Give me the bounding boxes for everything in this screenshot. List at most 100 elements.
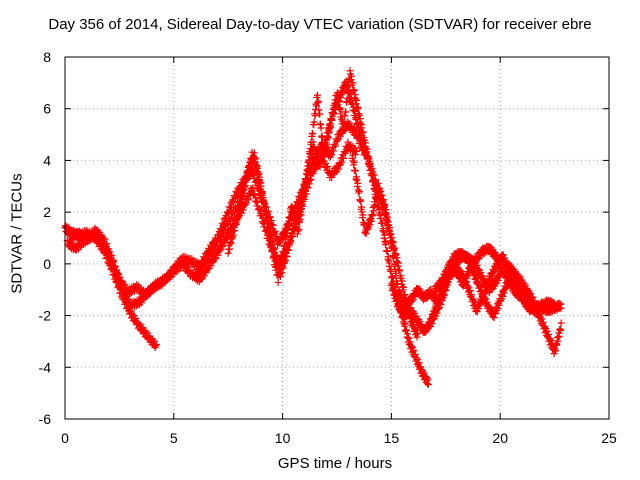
data-point	[207, 252, 215, 260]
y-tick-label: 6	[43, 101, 51, 117]
data-point	[431, 309, 439, 317]
data-point	[306, 176, 314, 184]
data-point	[254, 198, 262, 206]
data-point	[521, 281, 529, 289]
data-point	[335, 97, 343, 105]
data-point	[136, 322, 144, 330]
data-point	[249, 184, 257, 192]
data-layer	[61, 67, 565, 389]
data-point	[388, 279, 396, 287]
data-point	[394, 259, 402, 267]
data-point	[444, 266, 452, 274]
data-point	[262, 208, 270, 216]
data-point	[231, 203, 239, 211]
data-point	[340, 154, 348, 162]
data-point	[395, 286, 403, 294]
data-point	[288, 202, 296, 210]
data-point	[325, 128, 333, 136]
data-point	[253, 162, 261, 170]
data-point	[436, 295, 444, 303]
data-point	[387, 234, 395, 242]
data-point	[272, 251, 280, 259]
data-point	[326, 122, 334, 130]
data-point	[500, 289, 508, 297]
data-point	[310, 143, 318, 151]
data-point	[359, 211, 367, 219]
data-point	[358, 132, 366, 140]
data-point	[353, 147, 361, 155]
data-point	[372, 194, 380, 202]
data-point	[289, 226, 297, 234]
series-arc-6	[348, 151, 565, 317]
data-point	[213, 242, 221, 250]
data-point	[252, 194, 260, 202]
data-point	[257, 179, 265, 187]
data-point	[386, 259, 394, 267]
data-point	[357, 197, 365, 205]
data-point	[279, 264, 287, 272]
data-point	[415, 359, 423, 367]
data-point	[352, 147, 360, 155]
data-point	[362, 230, 370, 238]
data-point	[331, 166, 339, 174]
data-point	[199, 265, 207, 273]
data-point	[494, 276, 502, 284]
data-point	[192, 272, 200, 280]
data-point	[410, 347, 418, 355]
data-point	[478, 286, 486, 294]
data-point	[317, 157, 325, 165]
data-point	[269, 221, 277, 229]
data-point	[254, 205, 262, 213]
data-point	[372, 176, 380, 184]
data-point	[274, 278, 282, 286]
data-point	[370, 171, 378, 179]
data-point	[252, 155, 260, 163]
data-point	[108, 251, 116, 259]
data-point	[261, 200, 269, 208]
series-arc-9	[431, 247, 537, 322]
data-point	[356, 127, 364, 135]
data-point	[313, 91, 321, 99]
data-point	[258, 188, 266, 196]
data-point	[309, 138, 317, 146]
data-point	[152, 340, 160, 348]
x-tick-label: 5	[170, 430, 178, 446]
data-point	[317, 124, 325, 132]
data-point	[297, 202, 305, 210]
data-point	[271, 227, 279, 235]
data-point	[383, 213, 391, 221]
data-point	[121, 288, 129, 296]
data-point	[363, 148, 371, 156]
data-point	[397, 303, 405, 311]
data-point	[553, 340, 561, 348]
data-point	[443, 270, 451, 278]
data-point	[205, 256, 213, 264]
data-point	[438, 280, 446, 288]
data-point	[285, 222, 293, 230]
data-point	[545, 331, 553, 339]
data-point	[342, 77, 350, 85]
data-point	[401, 320, 409, 328]
data-point	[338, 158, 346, 166]
x-tick-label: 0	[61, 430, 69, 446]
data-point	[391, 265, 399, 273]
data-point	[292, 219, 300, 227]
data-point	[475, 305, 483, 313]
data-point	[241, 183, 249, 191]
data-point	[263, 216, 271, 224]
data-point	[349, 79, 357, 87]
data-point	[108, 257, 116, 265]
data-point	[424, 381, 432, 389]
data-point	[379, 196, 387, 204]
y-tick-label: 8	[43, 49, 51, 65]
data-point	[206, 251, 214, 259]
data-point	[132, 314, 140, 322]
data-point	[555, 332, 563, 340]
data-point	[256, 204, 264, 212]
data-point	[557, 326, 565, 334]
data-point	[245, 168, 253, 176]
data-point	[378, 219, 386, 227]
data-point	[407, 304, 415, 312]
data-point	[504, 261, 512, 269]
data-point	[350, 159, 358, 167]
